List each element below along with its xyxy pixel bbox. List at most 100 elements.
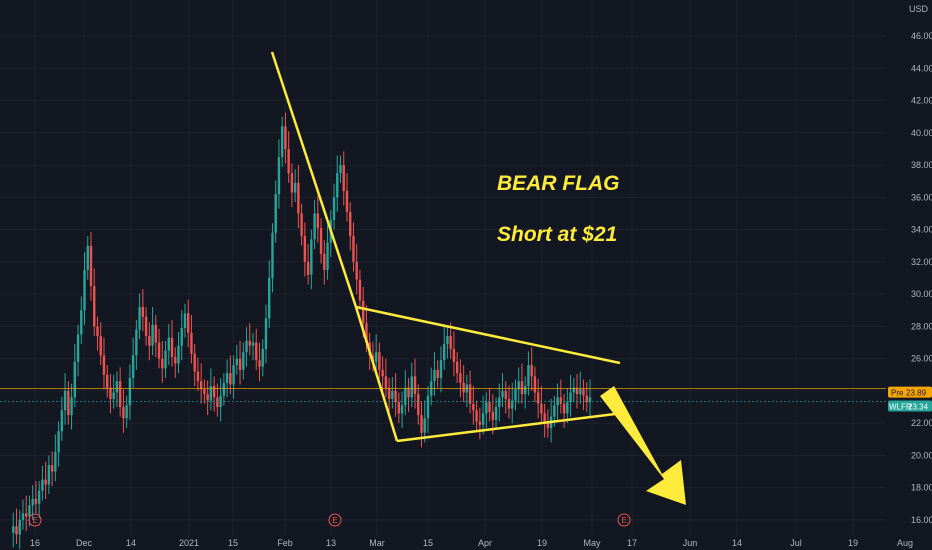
candle-body bbox=[112, 392, 115, 399]
time-tick-label: 15 bbox=[228, 538, 238, 548]
candle-body bbox=[319, 228, 323, 254]
candle-body bbox=[15, 526, 18, 535]
candle-body bbox=[297, 182, 300, 214]
price-tick-label: 16.00 bbox=[911, 515, 932, 525]
candle-body bbox=[238, 358, 242, 370]
candle-body bbox=[520, 381, 524, 395]
candle-body bbox=[183, 313, 187, 328]
candle-body bbox=[25, 513, 28, 517]
flag-pole-line bbox=[270, 51, 358, 308]
price-tick-label: 40.00 bbox=[911, 128, 932, 138]
candle-body bbox=[118, 381, 122, 407]
candle-body bbox=[420, 415, 423, 433]
time-tick-label: 13 bbox=[326, 538, 336, 548]
candle-body bbox=[248, 340, 251, 346]
candle-body bbox=[135, 329, 138, 356]
candle-body bbox=[468, 384, 472, 404]
candle-body bbox=[536, 392, 540, 404]
candle-body bbox=[70, 397, 73, 416]
candle-body bbox=[316, 213, 320, 229]
candle-body bbox=[18, 519, 21, 535]
candle-body bbox=[54, 452, 57, 472]
candle-body bbox=[426, 395, 430, 419]
price-tick-label: 18.00 bbox=[911, 483, 932, 493]
candle-body bbox=[349, 211, 352, 237]
candle-body bbox=[12, 526, 15, 533]
price-tick-label: 22.00 bbox=[911, 418, 932, 428]
candle-body bbox=[222, 382, 226, 396]
candle-body bbox=[400, 405, 404, 414]
candle-body bbox=[407, 387, 410, 398]
earnings-marker-label: E bbox=[332, 516, 337, 525]
price-tick-label: 32.00 bbox=[911, 257, 932, 267]
candle-body bbox=[106, 374, 109, 388]
candle-body bbox=[37, 490, 41, 504]
candle-body bbox=[355, 261, 358, 280]
price-tick-label: 28.00 bbox=[911, 321, 932, 331]
candle-body bbox=[154, 324, 158, 343]
candle-body bbox=[478, 421, 482, 425]
candle-body bbox=[86, 245, 89, 270]
candle-body bbox=[326, 242, 329, 270]
candle-body bbox=[89, 245, 93, 287]
candle-body bbox=[310, 239, 313, 275]
candle-body bbox=[251, 342, 255, 346]
earnings-marker-label: E bbox=[621, 516, 626, 525]
time-tick-label: 19 bbox=[537, 538, 547, 548]
annotation-short-entry: Short at $21 bbox=[497, 223, 617, 246]
candle-body bbox=[387, 387, 391, 399]
candle-body bbox=[34, 498, 38, 504]
earnings-marker[interactable]: E bbox=[28, 513, 42, 527]
candle-body bbox=[190, 332, 193, 354]
candle-body bbox=[585, 395, 588, 403]
candle-body bbox=[271, 232, 274, 278]
price-tick-label: 26.00 bbox=[911, 354, 932, 364]
candle-body bbox=[141, 307, 145, 317]
candle-body bbox=[125, 405, 128, 419]
flag-lower-trendline bbox=[396, 412, 616, 443]
candle-body bbox=[378, 352, 381, 370]
candle-body bbox=[517, 381, 520, 390]
last-price-badge: WLFR 23.34 bbox=[888, 400, 932, 412]
candle-body bbox=[290, 173, 294, 193]
candle-body bbox=[323, 253, 326, 270]
candle-body bbox=[436, 369, 439, 378]
candle-body bbox=[342, 165, 345, 191]
candle-body bbox=[232, 365, 235, 385]
price-tick-label: 38.00 bbox=[911, 160, 932, 170]
pre-badge-label: Pre bbox=[891, 389, 904, 398]
candle-body bbox=[73, 361, 77, 398]
candle-body bbox=[50, 465, 54, 472]
candle-body bbox=[268, 278, 271, 319]
candle-body bbox=[485, 402, 488, 414]
candle-body bbox=[209, 386, 213, 401]
candle-body bbox=[293, 182, 297, 193]
time-tick-label: Jul bbox=[790, 538, 802, 548]
price-tick-label: 42.00 bbox=[911, 96, 932, 106]
candle-body bbox=[462, 382, 465, 393]
time-tick-label: Aug bbox=[897, 538, 913, 548]
candle-body bbox=[229, 373, 232, 385]
bear-flag-drawing[interactable] bbox=[270, 51, 686, 505]
candle-body bbox=[446, 336, 449, 345]
earnings-marker[interactable]: E bbox=[328, 513, 342, 527]
earnings-marker[interactable]: E bbox=[617, 513, 631, 527]
candle-body bbox=[93, 286, 96, 327]
candle-body bbox=[361, 300, 365, 324]
candle-body bbox=[452, 348, 456, 362]
candle-body bbox=[216, 397, 219, 407]
candle-body bbox=[472, 403, 475, 411]
candle-body bbox=[21, 513, 25, 520]
candle-body bbox=[358, 279, 362, 301]
price-axis[interactable] bbox=[886, 0, 932, 550]
candle-body bbox=[284, 126, 287, 149]
candle-body bbox=[164, 350, 167, 369]
candle-body bbox=[332, 197, 336, 220]
candle-body bbox=[63, 390, 67, 411]
candle-body bbox=[553, 405, 556, 417]
candle-body bbox=[410, 376, 413, 398]
candle-body bbox=[442, 344, 446, 361]
